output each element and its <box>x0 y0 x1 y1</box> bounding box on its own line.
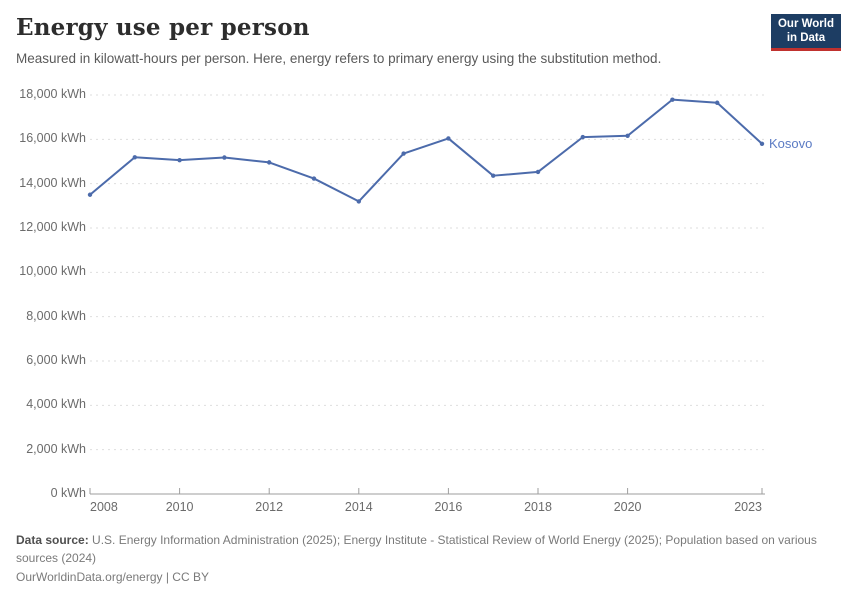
data-point-2022[interactable] <box>715 100 720 105</box>
data-point-2011[interactable] <box>222 155 227 160</box>
y-tick-label: 18,000 kWh <box>19 87 86 101</box>
line-chart-canvas[interactable] <box>0 0 850 530</box>
data-point-2014[interactable] <box>356 199 361 204</box>
data-point-2015[interactable] <box>401 151 406 156</box>
chart-footer: Data source: U.S. Energy Information Adm… <box>16 531 822 586</box>
data-source-line: Data source: U.S. Energy Information Adm… <box>16 531 822 567</box>
data-source-label: Data source: <box>16 533 89 547</box>
x-tick-label: 2020 <box>613 500 642 514</box>
data-point-2010[interactable] <box>177 157 182 163</box>
data-point-2018[interactable] <box>535 169 541 175</box>
owid-logo-line2: in Data <box>786 31 826 44</box>
chart-plot-area[interactable]: 0 kWh 2,000 kWh 4,000 kWh 6,000 kWh 8,000 kW… <box>0 0 850 530</box>
data-point-2012[interactable] <box>267 160 272 165</box>
x-tick-label: 2018 <box>524 500 552 514</box>
license-link[interactable]: OurWorldinData.org/energy | CC BY <box>16 570 209 584</box>
y-tick-label: 12,000 kWh <box>19 220 86 234</box>
y-tick-label: 0 kWh <box>50 486 86 500</box>
owid-logo-line1: Our World <box>777 18 834 30</box>
series-label-kosovo[interactable]: Kosovo <box>769 135 813 151</box>
x-tick-label: 2023 <box>734 500 762 514</box>
y-tick-label: 8,000 kWh <box>26 308 86 323</box>
x-tick-label: 2012 <box>255 500 284 514</box>
x-tick-label: 2010 <box>165 500 194 514</box>
y-tick-label: 10,000 kWh <box>19 264 86 279</box>
data-point-2023[interactable] <box>759 141 765 146</box>
chart-subtitle: Measured in kilowatt-hours per person. H… <box>16 51 662 66</box>
y-tick-label: 6,000 kWh <box>26 353 86 367</box>
data-point-2009[interactable] <box>132 155 137 160</box>
data-point-2008[interactable] <box>87 192 93 197</box>
x-tick-label: 2008 <box>90 500 118 514</box>
y-tick-label: 16,000 kWh <box>19 131 86 146</box>
x-tick-label: 2014 <box>344 500 373 514</box>
page-title: Energy use per person <box>16 14 310 41</box>
data-point-2020[interactable] <box>625 133 630 138</box>
data-point-2019[interactable] <box>580 134 585 140</box>
x-tick-label: 2016 <box>434 500 463 514</box>
data-point-2021[interactable] <box>670 97 675 102</box>
data-point-2016[interactable] <box>446 136 451 141</box>
y-tick-label: 4,000 kWh <box>26 397 86 412</box>
data-source-text: U.S. Energy Information Administration (… <box>16 533 817 565</box>
y-tick-label: 14,000 kWh <box>19 175 86 190</box>
trend-line-kosovo[interactable] <box>89 98 763 203</box>
y-tick-label: 2,000 kWh <box>26 441 86 456</box>
data-point-2013[interactable] <box>311 176 317 181</box>
owid-logo[interactable]: Our World in Data <box>770 14 841 51</box>
data-point-2017[interactable] <box>491 173 496 178</box>
